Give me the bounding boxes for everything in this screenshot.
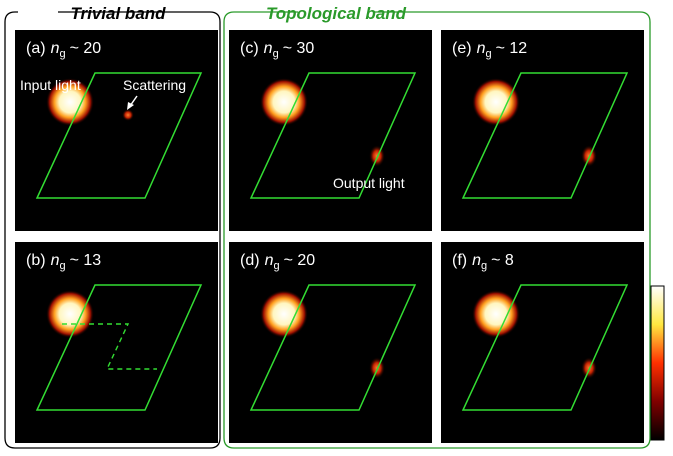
panel-letter: (c) (240, 40, 259, 57)
figure: Trivial band Topological band (a)ng~ 20I… (0, 0, 673, 451)
input-spot (46, 290, 94, 338)
symbol: n (264, 40, 273, 57)
subscript: g (59, 48, 65, 60)
panel: (e) ng ~ 12 (441, 30, 644, 231)
panel: (d) ng ~ 20 (229, 242, 432, 443)
panel-image (229, 242, 432, 443)
panel: (c) ng ~ 30 Output light (229, 30, 432, 231)
value: ~ 12 (496, 40, 528, 57)
colorbar (651, 286, 664, 440)
panel-letter: (b) (26, 252, 46, 269)
symbol: n (472, 252, 481, 269)
symbol: n (477, 40, 486, 57)
group-title: Topological band (266, 4, 407, 23)
input-spot (260, 290, 308, 338)
symbol: n (51, 252, 60, 269)
input-spot (260, 78, 308, 126)
subscript: g (59, 260, 65, 272)
panel-letter: (e) (452, 40, 472, 57)
input-spot (472, 78, 520, 126)
subscript: g (273, 260, 279, 272)
value: ~ 20 (70, 40, 102, 57)
scatter-spot (122, 109, 134, 121)
value: ~ 20 (284, 252, 316, 269)
annotation: Input light (20, 77, 81, 93)
value: ~ 13 (70, 252, 102, 269)
panel: (b) ng ~ 13 (15, 242, 218, 443)
panel-image (15, 30, 218, 231)
symbol: n (51, 40, 60, 57)
panel: (a) ng ~ 20 Input light Scattering (15, 30, 218, 231)
value: ~ 30 (283, 40, 315, 57)
subscript: g (485, 48, 491, 60)
subscript: g (481, 260, 487, 272)
group-title: Trivial band (70, 4, 166, 23)
panel-letter: (f) (452, 252, 467, 269)
panel-image (229, 30, 432, 231)
panel-letter: (d) (240, 252, 260, 269)
panel-image (441, 30, 644, 231)
panel-letter: (a) (26, 40, 46, 57)
symbol: n (265, 252, 274, 269)
annotation: Scattering (123, 77, 186, 93)
input-spot (472, 290, 520, 338)
annotation: Output light (333, 175, 405, 191)
panel: (f) ng ~ 8 (441, 242, 644, 443)
panel-image (15, 242, 218, 443)
subscript: g (273, 48, 279, 60)
value: ~ 8 (491, 252, 514, 269)
panel-image (441, 242, 644, 443)
